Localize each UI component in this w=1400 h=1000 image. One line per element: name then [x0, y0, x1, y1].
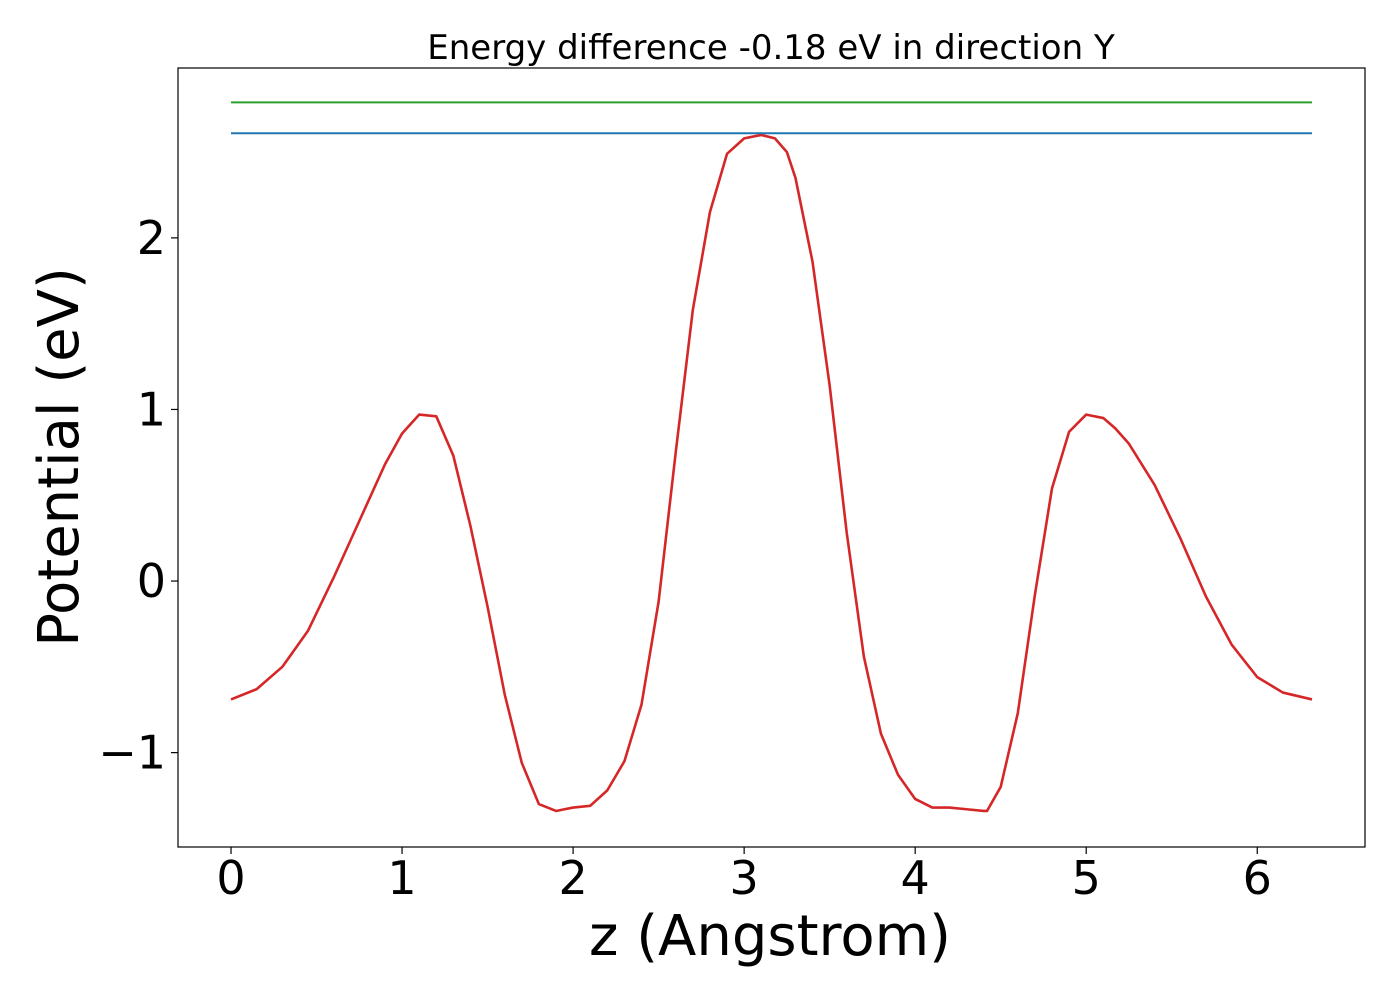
x-tick-label: 6 [1243, 851, 1272, 905]
x-tick-label: 5 [1072, 851, 1101, 905]
y-tick-label: 0 [137, 554, 166, 608]
plot-frame [177, 67, 1366, 848]
x-tick-label: 3 [729, 851, 758, 905]
chart-title: Energy difference -0.18 eV in direction … [427, 28, 1115, 68]
y-tick-label: 1 [137, 382, 166, 436]
series-line-0 [230, 133, 1313, 813]
x-tick-label: 4 [901, 851, 930, 905]
y-tick-label: 2 [137, 211, 166, 265]
y-axis-ticks: −1 0 1 2 [98, 211, 178, 780]
x-tick-label: 2 [558, 851, 587, 905]
x-tick-label: 0 [216, 851, 245, 905]
y-axis-label: Potential (eV) [27, 267, 92, 647]
x-axis-ticks: 0 1 2 3 4 5 6 [216, 847, 1272, 905]
y-tick-label: −1 [98, 726, 166, 780]
plot-area [230, 101, 1313, 813]
x-tick-label: 1 [387, 851, 416, 905]
x-axis-label: z (Angstrom) [589, 904, 951, 969]
